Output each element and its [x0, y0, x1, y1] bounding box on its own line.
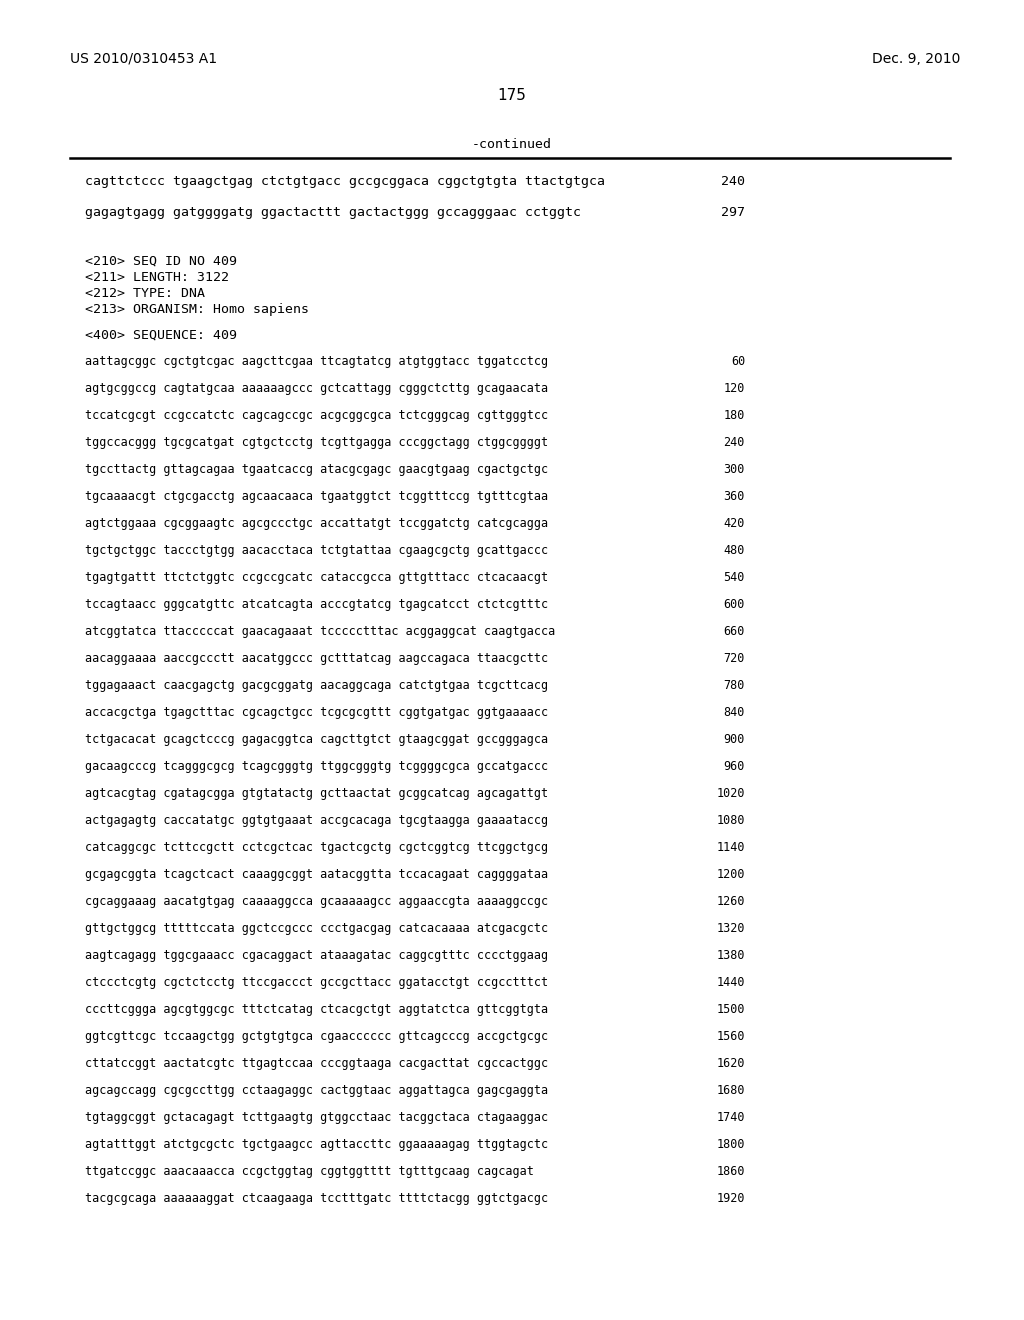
Text: agtcacgtag cgatagcgga gtgtatactg gcttaactat gcggcatcag agcagattgt: agtcacgtag cgatagcgga gtgtatactg gcttaac… [85, 787, 548, 800]
Text: 360: 360 [724, 490, 745, 503]
Text: atcggtatca ttacccccat gaacagaaat tccccctttac acggaggcat caagtgacca: atcggtatca ttacccccat gaacagaaat tccccct… [85, 624, 555, 638]
Text: 240: 240 [721, 176, 745, 187]
Text: <213> ORGANISM: Homo sapiens: <213> ORGANISM: Homo sapiens [85, 304, 309, 315]
Text: 780: 780 [724, 678, 745, 692]
Text: accacgctga tgagctttac cgcagctgcc tcgcgcgttt cggtgatgac ggtgaaaacc: accacgctga tgagctttac cgcagctgcc tcgcgcg… [85, 706, 548, 719]
Text: -continued: -continued [472, 139, 552, 150]
Text: gagagtgagg gatggggatg ggactacttt gactactggg gccagggaac cctggtc: gagagtgagg gatggggatg ggactacttt gactact… [85, 206, 581, 219]
Text: cgcaggaaag aacatgtgag caaaaggcca gcaaaaagcc aggaaccgta aaaaggccgc: cgcaggaaag aacatgtgag caaaaggcca gcaaaaa… [85, 895, 548, 908]
Text: agtgcggccg cagtatgcaa aaaaaagccc gctcattagg cgggctcttg gcagaacata: agtgcggccg cagtatgcaa aaaaaagccc gctcatt… [85, 381, 548, 395]
Text: 180: 180 [724, 409, 745, 422]
Text: 480: 480 [724, 544, 745, 557]
Text: 240: 240 [724, 436, 745, 449]
Text: 1800: 1800 [717, 1138, 745, 1151]
Text: 1920: 1920 [717, 1192, 745, 1205]
Text: gacaagcccg tcagggcgcg tcagcgggtg ttggcgggtg tcggggcgca gccatgaccc: gacaagcccg tcagggcgcg tcagcgggtg ttggcgg… [85, 760, 548, 774]
Text: aacaggaaaa aaccgccctt aacatggccc gctttatcag aagccagaca ttaacgcttc: aacaggaaaa aaccgccctt aacatggccc gctttat… [85, 652, 548, 665]
Text: 660: 660 [724, 624, 745, 638]
Text: Dec. 9, 2010: Dec. 9, 2010 [871, 51, 961, 66]
Text: tccatcgcgt ccgccatctc cagcagccgc acgcggcgca tctcgggcag cgttgggtcc: tccatcgcgt ccgccatctc cagcagccgc acgcggc… [85, 409, 548, 422]
Text: 120: 120 [724, 381, 745, 395]
Text: 720: 720 [724, 652, 745, 665]
Text: cttatccggt aactatcgtc ttgagtccaa cccggtaaga cacgacttat cgccactggc: cttatccggt aactatcgtc ttgagtccaa cccggta… [85, 1057, 548, 1071]
Text: 1560: 1560 [717, 1030, 745, 1043]
Text: cccttcggga agcgtggcgc tttctcatag ctcacgctgt aggtatctca gttcggtgta: cccttcggga agcgtggcgc tttctcatag ctcacgc… [85, 1003, 548, 1016]
Text: ggtcgttcgc tccaagctgg gctgtgtgca cgaacccccc gttcagcccg accgctgcgc: ggtcgttcgc tccaagctgg gctgtgtgca cgaaccc… [85, 1030, 548, 1043]
Text: 297: 297 [721, 206, 745, 219]
Text: <400> SEQUENCE: 409: <400> SEQUENCE: 409 [85, 329, 237, 342]
Text: tacgcgcaga aaaaaaggat ctcaagaaga tcctttgatc ttttctacgg ggtctgacgc: tacgcgcaga aaaaaaggat ctcaagaaga tcctttg… [85, 1192, 548, 1205]
Text: 175: 175 [498, 88, 526, 103]
Text: 1860: 1860 [717, 1166, 745, 1177]
Text: <212> TYPE: DNA: <212> TYPE: DNA [85, 286, 205, 300]
Text: <210> SEQ ID NO 409: <210> SEQ ID NO 409 [85, 255, 237, 268]
Text: ctccctcgtg cgctctcctg ttccgaccct gccgcttacc ggatacctgt ccgcctttct: ctccctcgtg cgctctcctg ttccgaccct gccgctt… [85, 975, 548, 989]
Text: 960: 960 [724, 760, 745, 774]
Text: 1140: 1140 [717, 841, 745, 854]
Text: 1260: 1260 [717, 895, 745, 908]
Text: 1740: 1740 [717, 1111, 745, 1125]
Text: 1380: 1380 [717, 949, 745, 962]
Text: gttgctggcg tttttccata ggctccgccc ccctgacgag catcacaaaa atcgacgctc: gttgctggcg tttttccata ggctccgccc ccctgac… [85, 921, 548, 935]
Text: ttgatccggc aaacaaacca ccgctggtag cggtggtttt tgtttgcaag cagcagat: ttgatccggc aaacaaacca ccgctggtag cggtggt… [85, 1166, 534, 1177]
Text: aagtcagagg tggcgaaacc cgacaggact ataaagatac caggcgtttc cccctggaag: aagtcagagg tggcgaaacc cgacaggact ataaaga… [85, 949, 548, 962]
Text: 1440: 1440 [717, 975, 745, 989]
Text: tccagtaacc gggcatgttc atcatcagta acccgtatcg tgagcatcct ctctcgtttc: tccagtaacc gggcatgttc atcatcagta acccgta… [85, 598, 548, 611]
Text: 600: 600 [724, 598, 745, 611]
Text: tgccttactg gttagcagaa tgaatcaccg atacgcgagc gaacgtgaag cgactgctgc: tgccttactg gttagcagaa tgaatcaccg atacgcg… [85, 463, 548, 477]
Text: 420: 420 [724, 517, 745, 531]
Text: tctgacacat gcagctcccg gagacggtca cagcttgtct gtaagcggat gccgggagca: tctgacacat gcagctcccg gagacggtca cagcttg… [85, 733, 548, 746]
Text: 1680: 1680 [717, 1084, 745, 1097]
Text: 1620: 1620 [717, 1057, 745, 1071]
Text: tgcaaaacgt ctgcgacctg agcaacaaca tgaatggtct tcggtttccg tgtttcgtaa: tgcaaaacgt ctgcgacctg agcaacaaca tgaatgg… [85, 490, 548, 503]
Text: 1200: 1200 [717, 869, 745, 880]
Text: agcagccagg cgcgccttgg cctaagaggc cactggtaac aggattagca gagcgaggta: agcagccagg cgcgccttgg cctaagaggc cactggt… [85, 1084, 548, 1097]
Text: tggccacggg tgcgcatgat cgtgctcctg tcgttgagga cccggctagg ctggcggggt: tggccacggg tgcgcatgat cgtgctcctg tcgttga… [85, 436, 548, 449]
Text: tgctgctggc taccctgtgg aacacctaca tctgtattaa cgaagcgctg gcattgaccc: tgctgctggc taccctgtgg aacacctaca tctgtat… [85, 544, 548, 557]
Text: gcgagcggta tcagctcact caaaggcggt aatacggtta tccacagaat caggggataa: gcgagcggta tcagctcact caaaggcggt aatacgg… [85, 869, 548, 880]
Text: 1020: 1020 [717, 787, 745, 800]
Text: tgtaggcggt gctacagagt tcttgaagtg gtggcctaac tacggctaca ctagaaggac: tgtaggcggt gctacagagt tcttgaagtg gtggcct… [85, 1111, 548, 1125]
Text: US 2010/0310453 A1: US 2010/0310453 A1 [70, 51, 217, 66]
Text: agtatttggt atctgcgctc tgctgaagcc agttaccttc ggaaaaagag ttggtagctc: agtatttggt atctgcgctc tgctgaagcc agttacc… [85, 1138, 548, 1151]
Text: 1500: 1500 [717, 1003, 745, 1016]
Text: agtctggaaa cgcggaagtc agcgccctgc accattatgt tccggatctg catcgcagga: agtctggaaa cgcggaagtc agcgccctgc accatta… [85, 517, 548, 531]
Text: 1320: 1320 [717, 921, 745, 935]
Text: catcaggcgc tcttccgctt cctcgctcac tgactcgctg cgctcggtcg ttcggctgcg: catcaggcgc tcttccgctt cctcgctcac tgactcg… [85, 841, 548, 854]
Text: 900: 900 [724, 733, 745, 746]
Text: 540: 540 [724, 572, 745, 583]
Text: 60: 60 [731, 355, 745, 368]
Text: cagttctccc tgaagctgag ctctgtgacc gccgcggaca cggctgtgta ttactgtgca: cagttctccc tgaagctgag ctctgtgacc gccgcgg… [85, 176, 605, 187]
Text: tggagaaact caacgagctg gacgcggatg aacaggcaga catctgtgaa tcgcttcacg: tggagaaact caacgagctg gacgcggatg aacaggc… [85, 678, 548, 692]
Text: 840: 840 [724, 706, 745, 719]
Text: tgagtgattt ttctctggtc ccgccgcatc cataccgcca gttgtttacc ctcacaacgt: tgagtgattt ttctctggtc ccgccgcatc cataccg… [85, 572, 548, 583]
Text: 300: 300 [724, 463, 745, 477]
Text: aattagcggc cgctgtcgac aagcttcgaa ttcagtatcg atgtggtacc tggatcctcg: aattagcggc cgctgtcgac aagcttcgaa ttcagta… [85, 355, 548, 368]
Text: actgagagtg caccatatgc ggtgtgaaat accgcacaga tgcgtaagga gaaaataccg: actgagagtg caccatatgc ggtgtgaaat accgcac… [85, 814, 548, 828]
Text: 1080: 1080 [717, 814, 745, 828]
Text: <211> LENGTH: 3122: <211> LENGTH: 3122 [85, 271, 229, 284]
